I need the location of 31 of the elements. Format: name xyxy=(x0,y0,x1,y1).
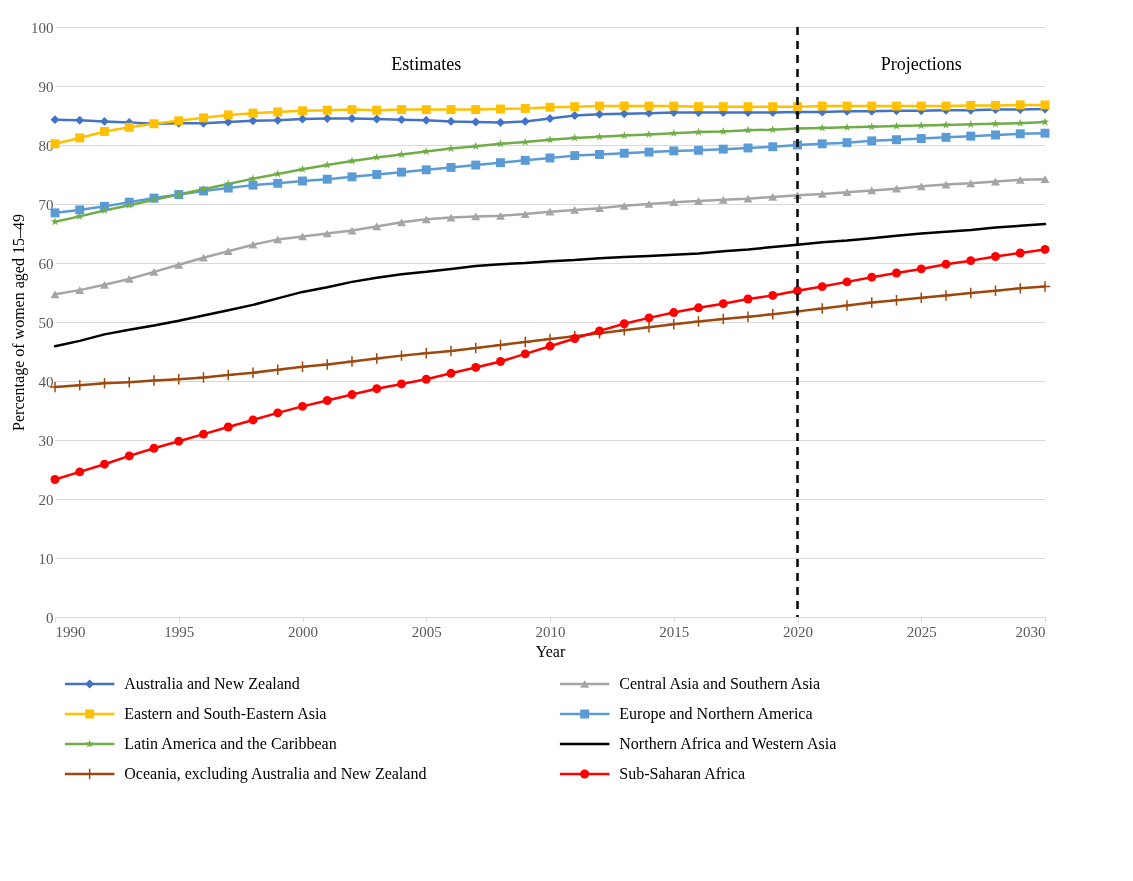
y-tick-label: 70 xyxy=(38,196,54,213)
y-tick-label: 40 xyxy=(38,373,54,390)
annotation: Projections xyxy=(880,54,962,74)
x-axis-title: Year xyxy=(535,642,566,660)
x-tick-label: 2000 xyxy=(288,623,318,640)
x-tick-label: 2030 xyxy=(1015,623,1046,640)
y-axis-title: Percentage of women aged 15–49 xyxy=(10,214,28,431)
legend-label: Oceania, excluding Australia and New Zealand xyxy=(124,765,427,783)
y-tick-label: 10 xyxy=(38,550,54,567)
x-tick-label: 2005 xyxy=(411,623,442,640)
x-tick-label: 1990 xyxy=(55,623,86,640)
y-tick-label: 100 xyxy=(31,19,54,36)
legend-label: Latin America and the Caribbean xyxy=(124,735,337,752)
legend-label: Central Asia and Southern Asia xyxy=(619,675,821,692)
x-tick-label: 2025 xyxy=(906,623,937,640)
legend-label: Europe and Northern America xyxy=(619,705,813,723)
x-tick-label: 2015 xyxy=(659,623,690,640)
legend-label: Australia and New Zealand xyxy=(124,675,300,692)
y-tick-label: 0 xyxy=(46,609,54,626)
x-tick-label: 2010 xyxy=(535,623,566,640)
annotation: Estimates xyxy=(391,54,462,74)
x-tick-label: 1995 xyxy=(164,623,195,640)
legend-label: Eastern and South-Eastern Asia xyxy=(124,705,327,722)
y-tick-label: 60 xyxy=(38,255,54,272)
x-tick-label: 2020 xyxy=(783,623,813,640)
y-tick-label: 90 xyxy=(38,78,54,95)
legend-label: Sub-Saharan Africa xyxy=(619,765,746,782)
y-tick-label: 30 xyxy=(38,432,54,449)
legend-label: Northern Africa and Western Asia xyxy=(619,735,837,752)
y-tick-label: 50 xyxy=(38,314,54,331)
y-tick-label: 20 xyxy=(38,491,54,508)
